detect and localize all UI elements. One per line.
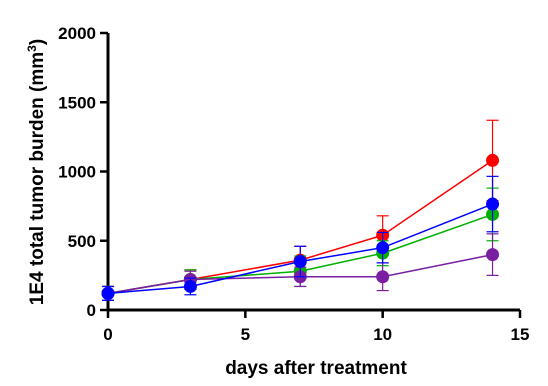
data-point [101,286,115,300]
x-tick-label: 10 [373,325,392,344]
x-tick-label: 5 [241,325,250,344]
data-point [486,197,500,211]
y-axis-label: 1E4 total tumor burden (mm3) [25,39,48,305]
y-tick-label: 0 [87,301,96,320]
x-axis-label: days after treatment [225,358,407,379]
y-tick-label: 500 [68,232,96,251]
series-4 [101,175,500,301]
data-point [486,153,500,167]
data-point [376,270,390,284]
y-tick-label: 1500 [58,93,96,112]
data-point [183,279,197,293]
y-tick-label: 2000 [58,24,96,43]
data-point [376,241,390,255]
y-axis-label-close: ) [27,39,48,45]
data-point [293,255,307,269]
data-point [486,248,500,262]
x-tick-label: 15 [511,325,530,344]
series-layer [101,119,500,301]
y-axis-label-superscript: 3 [25,45,39,52]
y-axis-label-text: 1E4 total tumor burden (mm [27,52,48,305]
axes: 0 500 1000 1500 2000 0 5 10 15 [58,24,529,344]
y-tick-label: 1000 [58,163,96,182]
x-tick-label: 0 [103,325,112,344]
